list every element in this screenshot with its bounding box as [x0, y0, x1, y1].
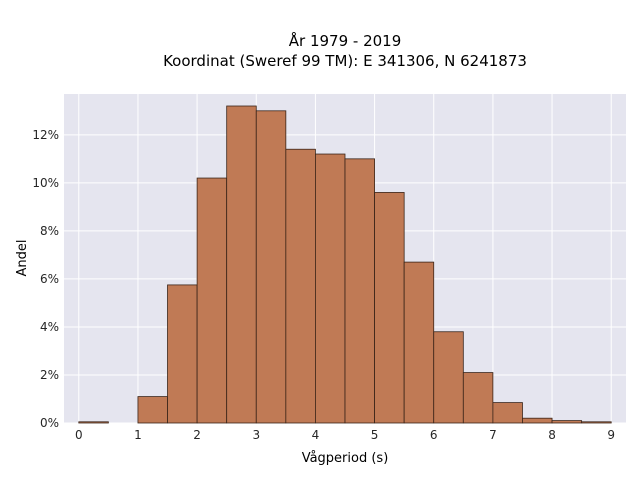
x-tick-label: 8 [548, 428, 556, 442]
histogram-bar [196, 177, 228, 424]
y-tick-label: 8% [40, 224, 59, 238]
x-tick-label: 3 [252, 428, 260, 442]
histogram-bar [167, 284, 198, 424]
histogram-bar [285, 148, 316, 424]
histogram-bars [78, 105, 612, 424]
chart-title: År 1979 - 2019 [289, 31, 402, 50]
histogram-bar [462, 372, 494, 424]
y-axis-ticks: 0% 2% 4% 6% 8% 10% 12% [32, 128, 59, 430]
x-tick-label: 4 [312, 428, 320, 442]
chart-subtitle: Koordinat (Sweref 99 TM): E 341306, N 62… [163, 52, 527, 70]
x-tick-label: 0 [75, 428, 83, 442]
y-tick-label: 0% [40, 416, 59, 430]
histogram-bar [403, 261, 435, 424]
x-tick-label: 5 [371, 428, 379, 442]
y-tick-label: 4% [40, 320, 59, 334]
y-axis-label: Andel [15, 240, 30, 277]
histogram-bar [226, 105, 257, 424]
y-tick-label: 6% [40, 272, 59, 286]
x-tick-label: 2 [193, 428, 201, 442]
y-tick-label: 2% [40, 368, 59, 382]
histogram-bar [255, 110, 287, 424]
y-tick-label: 12% [32, 128, 59, 142]
histogram-bar [581, 421, 612, 424]
x-tick-label: 6 [430, 428, 438, 442]
histogram-bar [137, 396, 168, 424]
x-tick-label: 7 [489, 428, 497, 442]
x-tick-label: 9 [607, 428, 615, 442]
histogram-bar [344, 158, 375, 424]
y-tick-label: 10% [32, 176, 59, 190]
x-axis-label: Vågperiod (s) [302, 451, 389, 466]
histogram-bar [315, 153, 346, 424]
histogram-bar [492, 402, 523, 424]
histogram-bar [433, 331, 464, 424]
x-axis-ticks: 0 1 2 3 4 5 6 7 8 9 [75, 428, 615, 442]
histogram-bar [374, 192, 405, 424]
x-tick-label: 1 [134, 428, 142, 442]
histogram-bar [78, 421, 109, 424]
histogram-bar [551, 420, 583, 424]
histogram-bar [522, 417, 553, 424]
